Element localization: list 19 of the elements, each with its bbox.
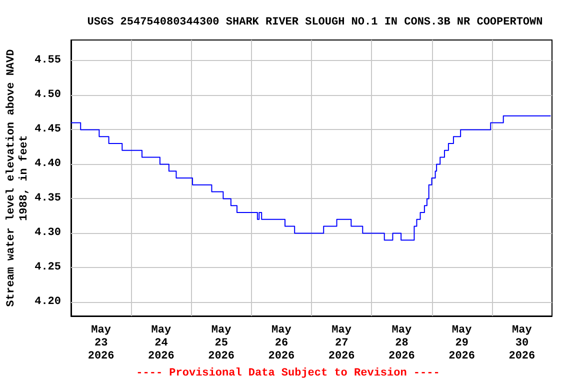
text: ---- Provisional Data Subject to Revision ---- [136,368,440,380]
x-tick-label: May 30 2026 [508,324,536,362]
x-tick-label: May 24 2026 [148,324,174,362]
y-axis-title: Stream water level elevation above NAVD 1988, in feet [6,48,30,307]
x-tick-label: May 27 2026 [328,324,355,362]
y-tick-label: 4.30 [34,227,61,240]
x-tick-label: May 26 2026 [268,324,295,362]
x-tick-label: May 23 2026 [88,324,114,362]
y-tick-label: 4.45 [34,124,62,136]
y-tick-label: 4.50 [34,89,61,102]
x-tick-label: May 29 2026 [448,324,476,362]
chart-title: USGS 254754080344300 SHARK RIVER SLOUGH NO.1 IN CONS.3B NR COOPERTOWN [87,16,543,28]
x-tick-label: May 28 2026 [388,324,415,362]
x-tick-label: May 25 2026 [208,324,235,362]
y-tick-label: 4.25 [34,262,62,274]
y-tick-label: 4.20 [34,296,61,308]
y-tick-label: 4.35 [34,192,62,205]
y-tick-label: 4.40 [34,158,61,170]
y-tick-label: 4.55 [34,54,62,67]
